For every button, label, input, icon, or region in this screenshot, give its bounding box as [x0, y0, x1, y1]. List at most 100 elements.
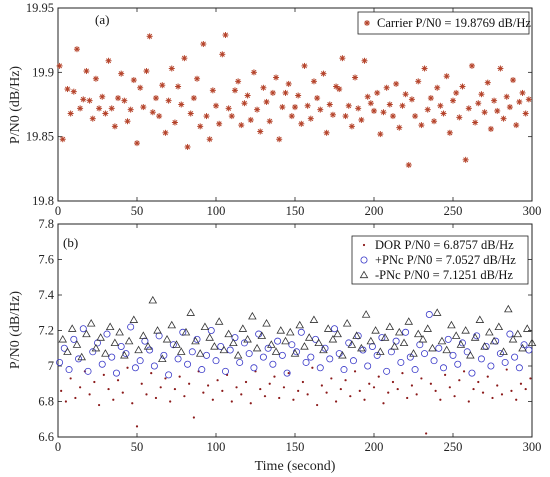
data-point	[373, 351, 381, 359]
data-point	[440, 364, 448, 372]
data-point	[475, 315, 485, 323]
data-point	[211, 398, 214, 401]
data-point	[89, 115, 96, 122]
data-point	[154, 396, 158, 400]
data-point	[193, 335, 201, 343]
panel-label-b: (b)	[63, 235, 78, 250]
data-point	[64, 86, 71, 93]
data-point	[162, 334, 172, 343]
data-point	[494, 322, 504, 331]
data-point	[499, 347, 508, 355]
data-point	[64, 400, 67, 403]
data-point	[467, 400, 470, 403]
data-point	[333, 329, 342, 338]
data-point	[307, 353, 315, 361]
data-point	[181, 55, 188, 62]
data-point	[496, 384, 499, 387]
data-point	[336, 86, 343, 93]
data-point	[73, 46, 80, 53]
y-axis-b: 6.6 6.8 7 7.2 7.4 7.6 7.8	[38, 217, 532, 444]
data-point	[200, 41, 207, 48]
y-tick-label: 7.2	[38, 324, 54, 338]
data-point	[385, 322, 395, 331]
x-tick-label: 0	[55, 204, 61, 218]
data-point	[169, 341, 177, 349]
data-point	[353, 370, 357, 373]
data-point	[241, 100, 248, 107]
legend-a: Carrier P/N0 = 19.8769 dB/Hz	[357, 11, 531, 35]
data-point	[148, 295, 158, 304]
data-point	[240, 339, 248, 347]
data-point	[273, 375, 276, 378]
data-point	[415, 393, 418, 396]
data-point	[248, 311, 257, 320]
series-1	[56, 311, 533, 379]
data-point	[282, 89, 289, 96]
data-point	[357, 343, 366, 352]
data-point	[240, 393, 243, 396]
data-point	[340, 366, 348, 374]
data-point	[293, 348, 301, 356]
x-tick-label: 200	[365, 440, 384, 454]
data-point	[434, 389, 437, 392]
data-point	[510, 389, 513, 392]
data-point	[468, 62, 475, 69]
data-point	[301, 380, 304, 384]
data-point	[361, 310, 371, 318]
data-point	[397, 358, 405, 366]
data-point	[231, 87, 238, 94]
data-point	[314, 95, 321, 102]
data-point	[65, 366, 73, 374]
legend-entry-carrier: Carrier P/N0 = 19.8769 dB/Hz	[377, 16, 531, 30]
data-point	[159, 82, 166, 89]
data-point	[79, 325, 87, 333]
data-point	[494, 107, 501, 114]
y-tick-label: 6.6	[38, 430, 54, 444]
data-point	[236, 358, 244, 366]
data-point	[345, 102, 352, 109]
data-point	[156, 113, 163, 120]
data-point	[355, 105, 362, 112]
data-point	[209, 87, 216, 94]
data-point	[266, 118, 273, 125]
x-tick-label: 0	[55, 440, 61, 454]
data-point	[485, 327, 494, 336]
data-point	[334, 400, 338, 403]
data-point	[459, 83, 466, 90]
legend-entry-dor: DOR P/N0 = 6.8757 dB/Hz	[375, 238, 514, 252]
data-point	[137, 84, 144, 91]
data-point	[198, 366, 206, 374]
data-point	[292, 104, 298, 111]
data-point	[203, 351, 211, 359]
x-tick-label: 150	[286, 204, 305, 218]
data-point	[366, 336, 376, 345]
data-point	[150, 362, 158, 370]
data-point	[60, 389, 63, 392]
data-point	[516, 98, 523, 105]
data-point	[174, 355, 182, 363]
data-point	[453, 89, 460, 96]
data-point	[112, 398, 115, 401]
data-point	[288, 341, 296, 349]
data-point	[326, 101, 333, 108]
data-point	[416, 341, 424, 349]
data-point	[115, 327, 124, 336]
data-point	[102, 110, 109, 117]
data-point	[316, 364, 324, 372]
data-point	[292, 398, 295, 401]
data-point	[525, 96, 532, 103]
data-point	[92, 75, 99, 82]
data-point	[421, 65, 428, 72]
data-point	[412, 113, 419, 120]
data-point	[70, 88, 77, 95]
x-tick-label: 100	[207, 440, 226, 454]
data-point	[254, 106, 261, 113]
y-tick-label: 19.85	[26, 130, 54, 144]
data-point	[473, 332, 481, 340]
data-point	[74, 396, 77, 400]
data-point	[372, 386, 376, 389]
data-point	[168, 65, 175, 72]
data-point	[207, 326, 215, 334]
data-point	[394, 327, 404, 336]
data-point	[311, 366, 314, 369]
